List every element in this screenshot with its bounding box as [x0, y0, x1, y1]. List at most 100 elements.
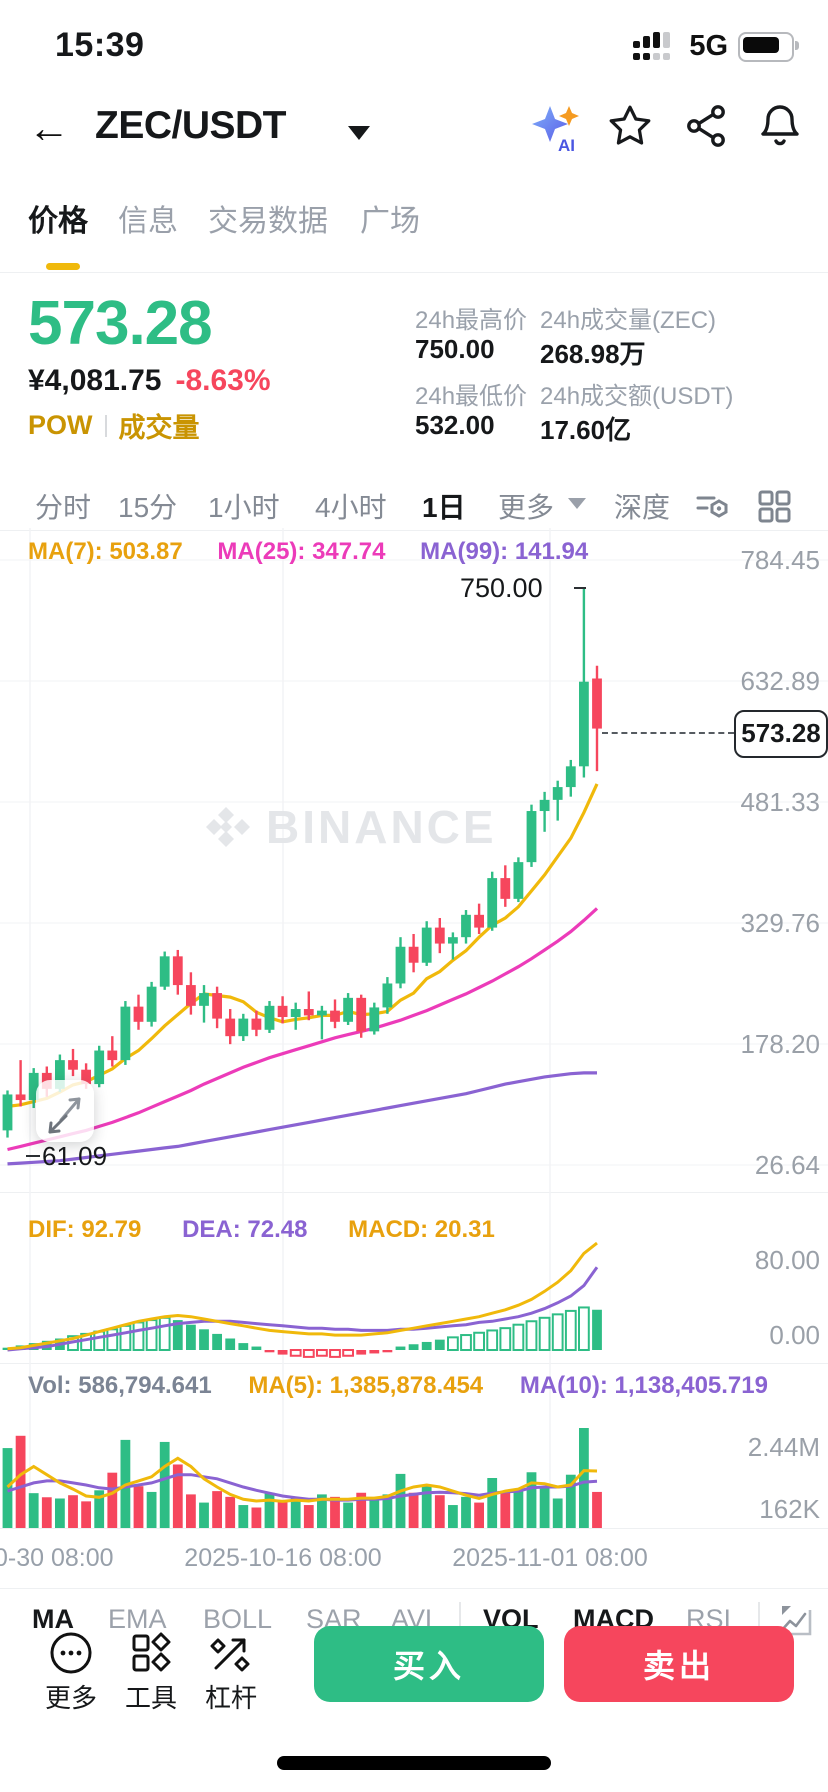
stat-low-value: 532.00: [415, 410, 495, 440]
vol-ma5-legend: MA(5): 1,385,878.454: [248, 1372, 484, 1399]
layout-grid-icon[interactable]: [756, 488, 792, 524]
volume-axis-high: 2.44M: [747, 1432, 820, 1462]
divider: [0, 1588, 828, 1589]
indicator-divider: [459, 1602, 461, 1636]
timeframe-1d[interactable]: 1日: [422, 492, 466, 523]
fiat-price-row: ¥4,081.75 -8.63%: [28, 364, 271, 398]
ma99-legend: MA(99): 141.94: [420, 538, 589, 565]
stat-quote-value: 17.60亿: [540, 415, 632, 445]
last-price: 573.28: [28, 289, 213, 358]
depth-tab[interactable]: 深度: [614, 492, 671, 523]
notifications-bell-icon[interactable]: [756, 102, 804, 150]
dif-legend: DIF: 92.79: [28, 1216, 142, 1243]
pinch-zoom-hint: [36, 1080, 94, 1142]
ai-assistant-button[interactable]: AI: [528, 102, 579, 154]
price-axis-label: 329.76: [740, 907, 820, 938]
buy-button[interactable]: 买入: [314, 1626, 544, 1702]
timeframe-15m[interactable]: 15分: [118, 492, 178, 523]
divider: [0, 530, 828, 531]
tab-price[interactable]: 价格: [28, 205, 88, 238]
timeframe-1h[interactable]: 1小时: [208, 492, 280, 523]
date-tick-left: 0-30 08:00: [0, 1544, 114, 1572]
favorite-star-button[interactable]: [606, 102, 654, 150]
macd-axis-zero: 0.00: [769, 1320, 820, 1350]
vol-legend: Vol: 586,794.641: [28, 1372, 212, 1399]
leverage-label[interactable]: 杠杆: [204, 1683, 257, 1713]
stat-volume-value: 268.98万: [540, 339, 646, 369]
ma-legend[interactable]: MA(7): 503.87 MA(25): 347.74 MA(99): 141…: [28, 538, 588, 566]
leverage-button[interactable]: [208, 1630, 254, 1676]
candlestick-chart[interactable]: [0, 528, 828, 1192]
high-annotation-line: [574, 587, 586, 590]
macd-axis-high: 80.00: [754, 1245, 820, 1275]
macd-value-legend: MACD: 20.31: [348, 1216, 495, 1243]
more-button[interactable]: [48, 1630, 94, 1676]
stat-quote-label: 24h成交额(USDT): [540, 383, 734, 410]
stat-low-label: 24h最低价: [415, 383, 528, 410]
price-axis-label: 632.89: [740, 665, 820, 696]
last-price-leader-line: [602, 731, 734, 734]
last-price-tag[interactable]: 573.28: [734, 709, 828, 758]
stat-high-label: 24h最高价: [415, 307, 528, 334]
status-time: 15:39: [55, 26, 145, 64]
ma7-legend: MA(7): 503.87: [28, 538, 183, 565]
macd-chart[interactable]: [0, 1192, 828, 1363]
ma25-legend: MA(25): 347.74: [217, 538, 386, 565]
indicator-tab-ema[interactable]: EMA: [108, 1604, 167, 1634]
binance-logo-icon: [206, 807, 250, 847]
indicator-tab-boll[interactable]: BOLL: [203, 1604, 273, 1634]
signal-icon: [633, 31, 671, 60]
divider: [0, 1528, 828, 1529]
tag-divider: [104, 414, 107, 437]
back-button[interactable]: ←: [28, 104, 70, 151]
vol-ma10-legend: MA(10): 1,138,405.719: [519, 1372, 768, 1399]
token-tags[interactable]: POW 成交量: [28, 406, 200, 445]
macd-legend[interactable]: DIF: 92.79 DEA: 72.48 MACD: 20.31: [28, 1216, 495, 1244]
indicator-divider: [758, 1602, 760, 1636]
tools-button[interactable]: [128, 1630, 174, 1676]
volume-axis-low: 162K: [759, 1494, 820, 1524]
pair-title[interactable]: ZEC/USDT: [95, 104, 287, 147]
date-tick-mid: 2025-10-16 08:00: [184, 1544, 382, 1572]
pow-tag[interactable]: POW: [28, 410, 93, 440]
volume-legend[interactable]: Vol: 586,794.641 MA(5): 1,385,878.454 MA…: [28, 1372, 768, 1400]
watermark-text: BINANCE: [266, 801, 497, 853]
price-axis-label: 784.45: [740, 544, 820, 575]
price-axis-label: 481.33: [740, 786, 820, 817]
home-indicator[interactable]: [277, 1756, 551, 1770]
indicator-tab-ma[interactable]: MA: [32, 1604, 74, 1634]
stat-high-value: 750.00: [415, 334, 495, 364]
pair-dropdown-caret[interactable]: [348, 126, 370, 140]
tab-info[interactable]: 信息: [118, 205, 178, 238]
timeframe-4h[interactable]: 4小时: [315, 492, 387, 523]
divider: [0, 272, 828, 273]
indicator-settings-icon[interactable]: [694, 488, 730, 524]
network-type: 5G: [689, 30, 728, 62]
fiat-price: ¥4,081.75: [28, 364, 162, 397]
share-icon[interactable]: [682, 102, 730, 150]
low-annotation-tick: [26, 1155, 40, 1158]
divider: [0, 1192, 828, 1193]
tab-square[interactable]: 广场: [360, 205, 420, 238]
sell-button[interactable]: 卖出: [564, 1626, 794, 1702]
dea-legend: DEA: 72.48: [182, 1216, 308, 1243]
change-percent: -8.63%: [175, 364, 271, 397]
tab-trade-data[interactable]: 交易数据: [208, 205, 328, 238]
stat-volume-label: 24h成交量(ZEC): [540, 307, 717, 334]
volume-chart[interactable]: [0, 1363, 828, 1528]
timeframe-line[interactable]: 分时: [35, 492, 92, 523]
divider: [0, 1363, 828, 1364]
status-right-cluster: 5G: [633, 30, 799, 63]
more-label[interactable]: 更多: [44, 1683, 97, 1713]
volume-tag[interactable]: 成交量: [118, 413, 200, 443]
timeframe-more-caret[interactable]: [568, 498, 586, 509]
binance-watermark: BINANCE: [200, 800, 640, 854]
low-price-annotation: 61.09: [42, 1141, 108, 1172]
timeframe-more[interactable]: 更多: [498, 492, 555, 523]
price-axis-label: 178.20: [740, 1028, 820, 1059]
battery-icon: [738, 31, 799, 62]
tools-label[interactable]: 工具: [124, 1683, 177, 1713]
svg-text:AI: AI: [558, 136, 575, 154]
date-tick-right: 2025-11-01 08:00: [452, 1544, 648, 1572]
